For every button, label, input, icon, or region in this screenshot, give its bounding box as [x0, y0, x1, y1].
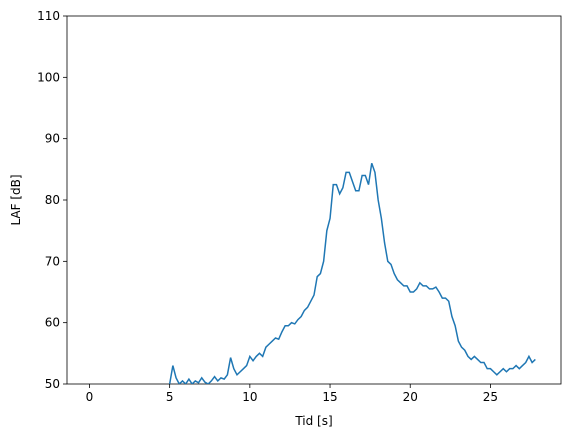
x-axis-label: Tid [s]	[294, 414, 332, 428]
x-tick-label: 5	[166, 390, 174, 404]
x-tick-label: 20	[403, 390, 418, 404]
y-axis-label: LAF [dB]	[9, 174, 23, 225]
y-tick-label: 90	[45, 132, 60, 146]
y-tick-label: 80	[45, 193, 60, 207]
y-tick-label: 50	[45, 377, 60, 391]
x-tick-label: 0	[86, 390, 94, 404]
y-tick-label: 100	[37, 70, 60, 84]
axes-frame	[66, 15, 562, 385]
y-tick-label: 60	[45, 316, 60, 330]
x-tick-label: 15	[322, 390, 337, 404]
x-tick-label: 10	[242, 390, 257, 404]
y-tick-label: 70	[45, 254, 60, 268]
x-tick-label: 25	[483, 390, 498, 404]
data-line	[168, 162, 536, 384]
y-tick-label: 110	[37, 9, 60, 23]
